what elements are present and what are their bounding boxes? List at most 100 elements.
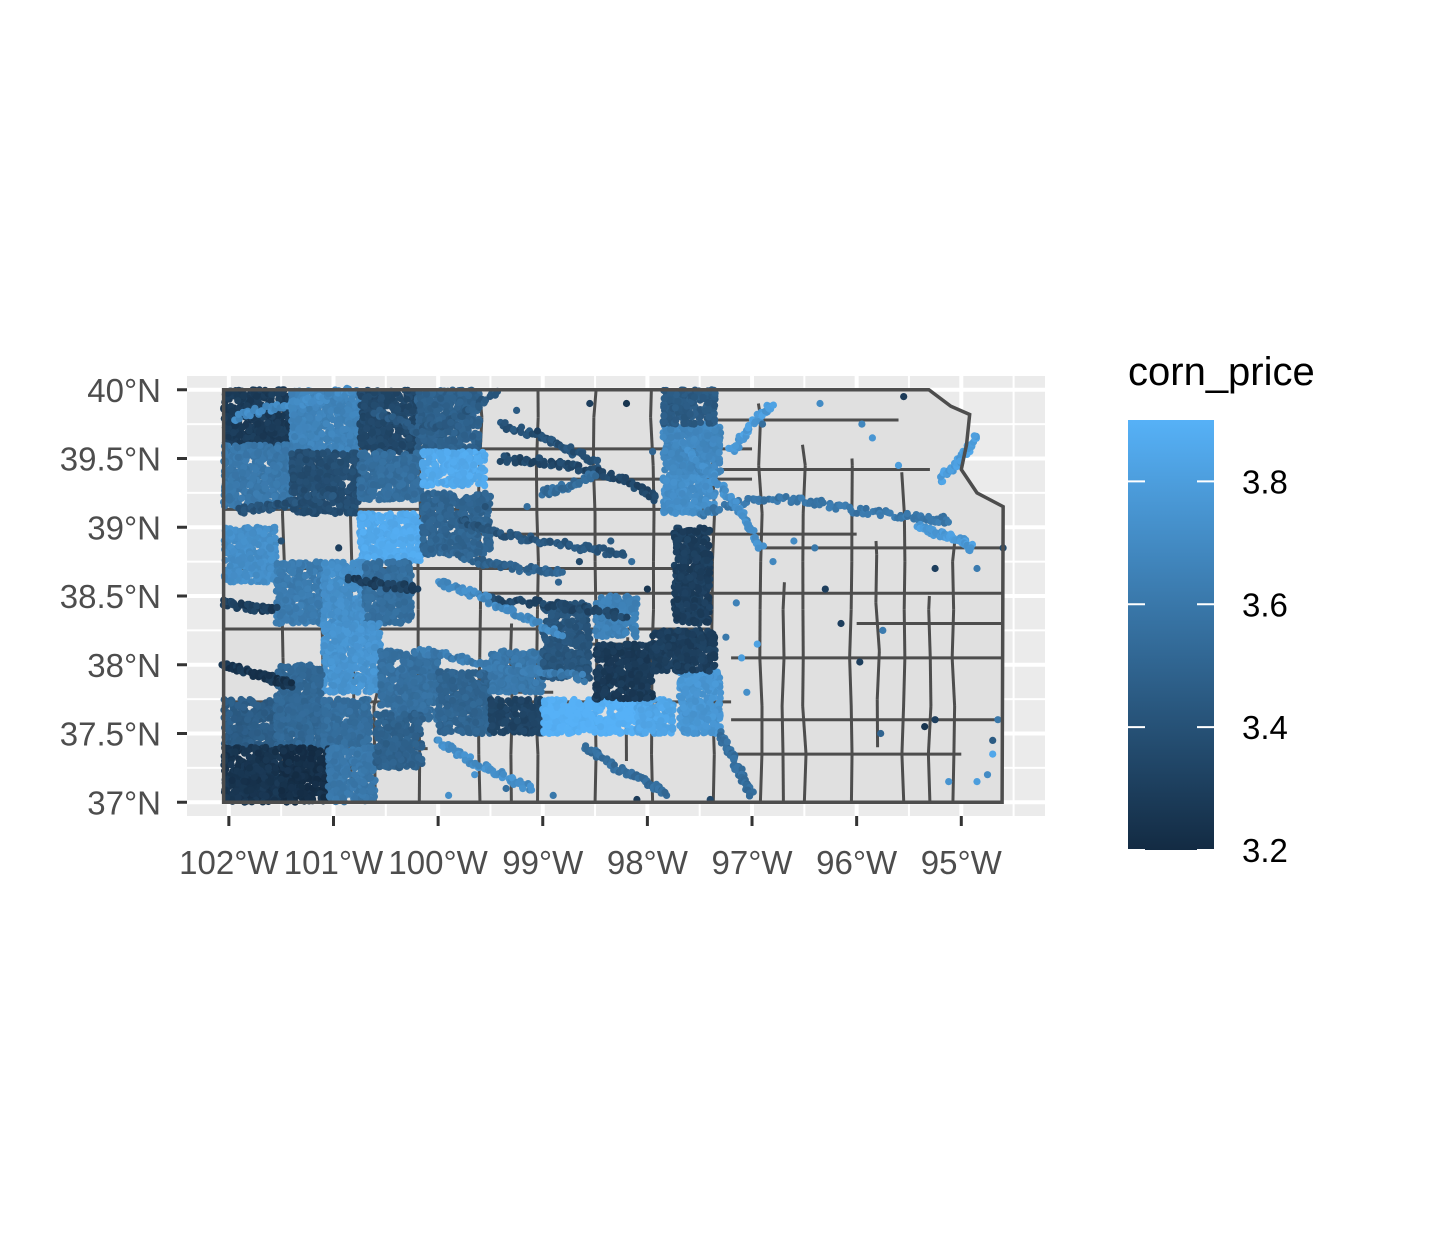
county-line [780, 657, 786, 707]
data-point [268, 391, 276, 399]
county-line [477, 754, 482, 803]
county-line [951, 754, 956, 803]
county-line [848, 657, 853, 707]
data-point [302, 448, 310, 456]
data-point [252, 571, 260, 579]
data-point [474, 505, 482, 513]
data-point [412, 479, 420, 487]
data-point [226, 465, 234, 473]
data-point [394, 405, 402, 413]
county-line [875, 650, 881, 700]
data-point [252, 465, 260, 474]
data-point [410, 515, 418, 524]
county-line [848, 609, 853, 658]
data-point [442, 408, 450, 416]
data-point [292, 604, 300, 613]
data-point [441, 442, 449, 450]
data-point [328, 430, 336, 438]
county-line [758, 561, 763, 610]
county-line [926, 705, 933, 755]
data-point [357, 537, 365, 545]
data-point [230, 571, 238, 580]
data-point [342, 466, 350, 474]
data-point [441, 525, 449, 534]
data-point [301, 572, 309, 580]
data-point [454, 535, 462, 543]
data-point [348, 395, 356, 403]
data-point [367, 417, 375, 426]
data-point [419, 472, 428, 480]
data-point [428, 471, 437, 479]
data-point [384, 490, 392, 498]
data-point [425, 519, 433, 527]
data-point [478, 496, 486, 504]
data-point [301, 423, 309, 431]
data-point [431, 496, 439, 504]
data-point [290, 474, 298, 482]
data-point [268, 423, 276, 431]
data-point [427, 545, 435, 553]
data-point [275, 395, 283, 403]
data-point [235, 556, 243, 564]
data-point [233, 444, 242, 452]
data-point [465, 454, 473, 462]
data-point [407, 534, 415, 542]
data-point [437, 450, 445, 458]
data-point [295, 458, 303, 466]
data-point [359, 451, 367, 459]
county-line [950, 657, 957, 707]
data-point [339, 425, 347, 434]
county-line [902, 657, 907, 707]
data-point [438, 478, 446, 486]
data-point [248, 564, 256, 572]
data-point [427, 440, 435, 448]
county-line [952, 705, 957, 755]
data-point [409, 407, 417, 415]
data-point [238, 469, 246, 477]
data-point [447, 538, 455, 547]
data-point [232, 481, 240, 489]
county-line [535, 609, 539, 658]
data-point [225, 493, 233, 501]
data-point [333, 406, 341, 414]
county-line [900, 472, 906, 514]
data-point [254, 541, 262, 549]
data-point [446, 506, 454, 514]
county-line [759, 513, 764, 562]
data-point [392, 527, 400, 535]
data-point [282, 446, 290, 454]
data-point [244, 524, 252, 532]
county-line [649, 389, 653, 418]
county-line [801, 705, 808, 755]
data-point [283, 561, 291, 569]
county-line [781, 609, 786, 658]
data-point [363, 425, 371, 433]
data-point [419, 535, 427, 543]
data-point [236, 431, 244, 440]
data-point [357, 477, 366, 485]
data-point [481, 451, 489, 459]
data-point [416, 401, 424, 409]
county-line [849, 754, 854, 803]
data-point [378, 465, 386, 473]
county-line [758, 657, 764, 707]
county-line [902, 561, 907, 610]
county-line [927, 595, 931, 610]
data-point [239, 392, 248, 400]
data-point [395, 467, 403, 475]
data-point [256, 548, 264, 556]
county-line [478, 609, 482, 658]
data-point [276, 612, 284, 620]
data-point [330, 462, 338, 470]
data-point [437, 395, 445, 403]
data-point [475, 472, 483, 481]
data-point [314, 599, 322, 607]
county-line [372, 691, 379, 707]
county-line [780, 705, 785, 755]
data-point [273, 480, 281, 488]
data-point [249, 474, 257, 483]
data-point [276, 591, 284, 600]
data-point [460, 469, 468, 477]
county-line [348, 513, 354, 562]
data-point [234, 397, 242, 405]
